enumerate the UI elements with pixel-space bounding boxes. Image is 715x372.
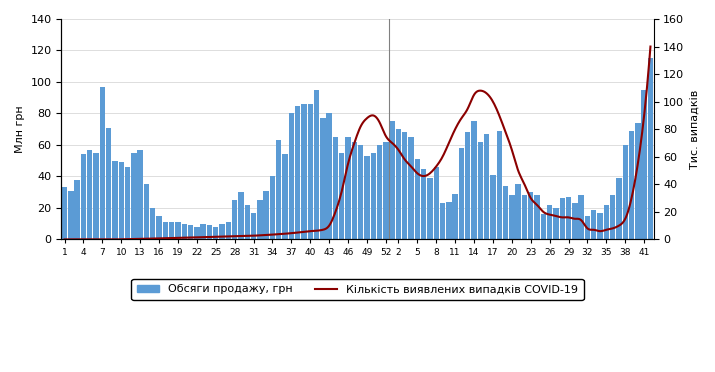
Bar	[68, 190, 74, 240]
Bar	[339, 153, 345, 240]
Bar	[396, 129, 401, 240]
Bar	[251, 213, 256, 240]
Bar	[415, 159, 420, 240]
Bar	[578, 195, 584, 240]
Bar	[528, 192, 533, 240]
Bar	[200, 224, 206, 240]
Bar	[182, 224, 187, 240]
Bar	[616, 178, 621, 240]
Bar	[289, 113, 294, 240]
Bar	[263, 190, 269, 240]
Bar	[364, 156, 370, 240]
Bar	[383, 142, 388, 240]
Bar	[402, 132, 408, 240]
Bar	[81, 154, 86, 240]
Bar	[270, 176, 275, 240]
Bar	[459, 148, 464, 240]
Bar	[332, 137, 338, 240]
Bar	[370, 153, 376, 240]
Text: 2021: 2021	[506, 283, 537, 296]
Bar	[597, 213, 603, 240]
Bar	[150, 208, 155, 240]
Bar	[87, 150, 92, 240]
Bar	[635, 123, 641, 240]
Bar	[465, 132, 470, 240]
Legend: Обсяги продажу, грн, Кількість виявлених випадків COVID-19: Обсяги продажу, грн, Кількість виявлених…	[132, 279, 583, 300]
Bar	[295, 106, 300, 240]
Bar	[566, 197, 571, 240]
Bar	[188, 225, 193, 240]
Bar	[490, 175, 495, 240]
Y-axis label: Млн грн: Млн грн	[15, 105, 25, 153]
Bar	[522, 195, 527, 240]
Bar	[99, 87, 105, 240]
Bar	[534, 195, 540, 240]
Bar	[131, 153, 137, 240]
Bar	[320, 118, 325, 240]
Bar	[345, 137, 351, 240]
Bar	[137, 150, 143, 240]
Bar	[106, 128, 112, 240]
Bar	[471, 121, 477, 240]
Bar	[276, 140, 282, 240]
Y-axis label: Тис. випадків: Тис. випадків	[690, 90, 700, 169]
Bar	[433, 167, 439, 240]
Bar	[163, 222, 168, 240]
Bar	[157, 216, 162, 240]
Bar	[112, 161, 118, 240]
Bar	[547, 205, 552, 240]
Bar	[213, 227, 218, 240]
Bar	[478, 142, 483, 240]
Bar	[175, 222, 181, 240]
Bar	[169, 222, 174, 240]
Bar	[238, 192, 244, 240]
Bar	[301, 104, 307, 240]
Bar	[358, 145, 363, 240]
Bar	[421, 169, 426, 240]
Bar	[144, 184, 149, 240]
Bar	[232, 200, 237, 240]
Bar	[257, 200, 262, 240]
Bar	[641, 90, 647, 240]
Bar	[453, 194, 458, 240]
Bar	[119, 162, 124, 240]
Bar	[327, 113, 332, 240]
Bar	[648, 58, 653, 240]
Bar	[516, 184, 521, 240]
Bar	[440, 203, 445, 240]
Bar	[603, 205, 609, 240]
Bar	[572, 203, 578, 240]
Bar	[125, 167, 130, 240]
Bar	[585, 216, 590, 240]
Bar	[352, 142, 357, 240]
Bar	[509, 195, 515, 240]
Bar	[503, 186, 508, 240]
Bar	[207, 225, 212, 240]
Bar	[553, 208, 558, 240]
Bar	[94, 153, 99, 240]
Bar	[194, 227, 199, 240]
Bar	[62, 187, 67, 240]
Bar	[282, 154, 287, 240]
Text: 2020: 2020	[209, 283, 241, 296]
Bar	[541, 214, 546, 240]
Bar	[314, 90, 319, 240]
Bar	[446, 202, 452, 240]
Bar	[377, 145, 383, 240]
Bar	[74, 180, 80, 240]
Bar	[497, 131, 502, 240]
Bar	[307, 104, 313, 240]
Bar	[560, 199, 565, 240]
Bar	[623, 145, 628, 240]
Bar	[220, 224, 225, 240]
Bar	[629, 131, 634, 240]
Bar	[245, 205, 250, 240]
Bar	[428, 178, 433, 240]
Bar	[390, 121, 395, 240]
Bar	[408, 137, 414, 240]
Bar	[484, 134, 489, 240]
Bar	[610, 195, 616, 240]
Bar	[226, 222, 231, 240]
Bar	[591, 209, 596, 240]
